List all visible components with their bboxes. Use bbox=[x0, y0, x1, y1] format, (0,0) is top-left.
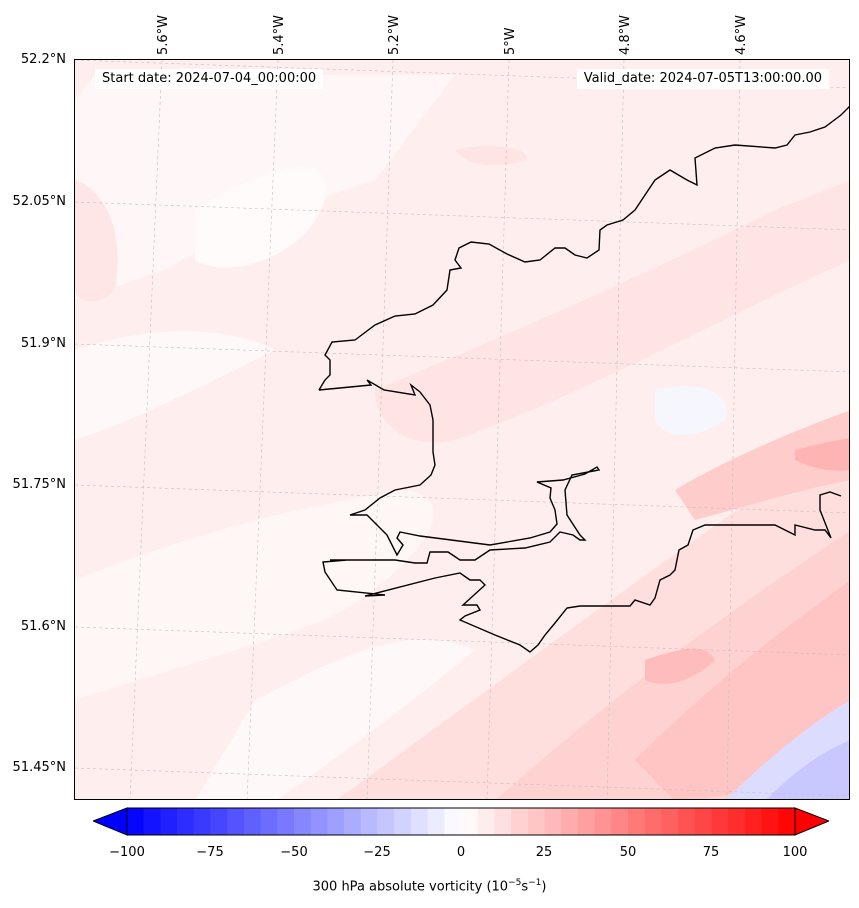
lon-label-4-6w: 4.6°W bbox=[734, 14, 749, 55]
colorbar-cell bbox=[661, 808, 679, 835]
colorbar-title-end: ) bbox=[541, 879, 547, 895]
colorbar-cell bbox=[544, 808, 562, 835]
colorbar-cell bbox=[728, 808, 746, 835]
vorticity-field bbox=[75, 60, 849, 799]
colorbar-cell bbox=[277, 808, 295, 835]
colorbar-extend-min bbox=[91, 807, 128, 836]
colorbar-cell bbox=[461, 808, 479, 835]
colorbar-cell bbox=[477, 808, 495, 835]
start-date-label: Start date: 2024-07-04_00:00:00 bbox=[95, 69, 324, 89]
lat-label-51-45n: 51.45°N bbox=[12, 760, 66, 775]
colorbar-cell bbox=[193, 808, 212, 835]
colorbar-cell bbox=[644, 808, 662, 835]
colorbar-cell bbox=[377, 808, 395, 835]
field-band-low-2 bbox=[195, 167, 327, 268]
colorbar-cell bbox=[611, 808, 629, 835]
colorbar-title-exp1: −5 bbox=[508, 878, 522, 888]
colorbar-cell bbox=[744, 808, 763, 835]
field-band-neg-3 bbox=[766, 740, 849, 799]
colorbar-tick-1: −100 bbox=[109, 845, 145, 860]
field-band-pos-7 bbox=[675, 410, 849, 520]
colorbar-tick-9: 100 bbox=[782, 845, 808, 860]
colorbar-cell bbox=[678, 808, 696, 835]
field-band-low-4 bbox=[75, 490, 434, 700]
field-band-pos-2 bbox=[75, 180, 118, 302]
colorbar-cell bbox=[310, 808, 328, 835]
colorbar-title-mid: s bbox=[521, 879, 529, 895]
colorbar-cell bbox=[511, 808, 529, 835]
colorbar-tick-6: 25 bbox=[535, 845, 553, 860]
colorbar-cell bbox=[327, 808, 345, 835]
colorbar-cell bbox=[227, 808, 245, 835]
colorbar-cell bbox=[243, 808, 262, 835]
colorbar-cell bbox=[494, 808, 512, 835]
colorbar-tick-5: 0 bbox=[456, 845, 466, 860]
colorbar-cells bbox=[127, 808, 796, 835]
field-band-neg-1 bbox=[655, 386, 727, 435]
colorbar-cell bbox=[778, 808, 796, 835]
colorbar-cell bbox=[761, 808, 779, 835]
colorbar-cell bbox=[527, 808, 546, 835]
colorbar-title-exp2: −1 bbox=[528, 878, 542, 888]
colorbar-tick-7: 50 bbox=[619, 845, 637, 860]
valid-date-label: Valid_date: 2024-07-05T13:00:00.00 bbox=[576, 69, 829, 89]
field-band-pos-3 bbox=[455, 145, 527, 166]
field-band-pos-1 bbox=[375, 180, 849, 443]
field-band-low-5 bbox=[196, 639, 475, 799]
colorbar-tick-4: −25 bbox=[363, 845, 391, 860]
colorbar-cell bbox=[394, 808, 412, 835]
colorbar-cell bbox=[177, 808, 195, 835]
colorbar-cell bbox=[444, 808, 462, 835]
colorbar-cell bbox=[594, 808, 612, 835]
colorbar-cell bbox=[360, 808, 379, 835]
colorbar-cell bbox=[561, 808, 579, 835]
colorbar-cell bbox=[127, 808, 145, 835]
colorbar-tick-3: −50 bbox=[280, 845, 308, 860]
colorbar-title-main: 300 hPa absolute vorticity (10 bbox=[312, 879, 509, 895]
colorbar-tick-8: 75 bbox=[702, 845, 720, 860]
lon-label-5-2w: 5.2°W bbox=[387, 14, 402, 55]
colorbar-title: 300 hPa absolute vorticity (10−5s−1) bbox=[0, 878, 859, 894]
colorbar-svg bbox=[91, 807, 831, 836]
colorbar-cell bbox=[160, 808, 178, 835]
colorbar-cell bbox=[410, 808, 429, 835]
lat-label-52-2n: 52.2°N bbox=[20, 52, 66, 67]
colorbar bbox=[91, 807, 831, 841]
colorbar-cell bbox=[344, 808, 362, 835]
map-panel: Start date: 2024-07-04_00:00:00 Valid_da… bbox=[74, 59, 850, 800]
lon-label-4-8w: 4.8°W bbox=[618, 14, 633, 55]
lon-label-5-4w: 5.4°W bbox=[272, 14, 287, 55]
colorbar-cell bbox=[427, 808, 445, 835]
colorbar-cell bbox=[628, 808, 646, 835]
colorbar-cell bbox=[577, 808, 596, 835]
field-band-pos-8 bbox=[795, 438, 849, 471]
colorbar-cell bbox=[260, 808, 278, 835]
field-band-low-3 bbox=[75, 331, 275, 440]
lat-label-51-9n: 51.9°N bbox=[20, 336, 66, 351]
colorbar-extend-max bbox=[794, 807, 831, 836]
colorbar-outline bbox=[126, 807, 796, 836]
colorbar-cell bbox=[143, 808, 161, 835]
colorbar-cell bbox=[210, 808, 228, 835]
lon-label-5w: 5°W bbox=[503, 27, 518, 55]
lat-label-51-6n: 51.6°N bbox=[20, 619, 66, 634]
gridlines bbox=[75, 60, 849, 799]
colorbar-cell bbox=[294, 808, 312, 835]
lon-label-5-6w: 5.6°W bbox=[156, 14, 171, 55]
lat-label-52-05n: 52.05°N bbox=[12, 194, 66, 209]
colorbar-cell bbox=[694, 808, 713, 835]
field-band-pos-9 bbox=[645, 648, 715, 684]
colorbar-cell bbox=[711, 808, 729, 835]
lat-label-51-75n: 51.75°N bbox=[12, 477, 66, 492]
colorbar-tick-2: −75 bbox=[196, 845, 224, 860]
coastline bbox=[318, 106, 849, 653]
